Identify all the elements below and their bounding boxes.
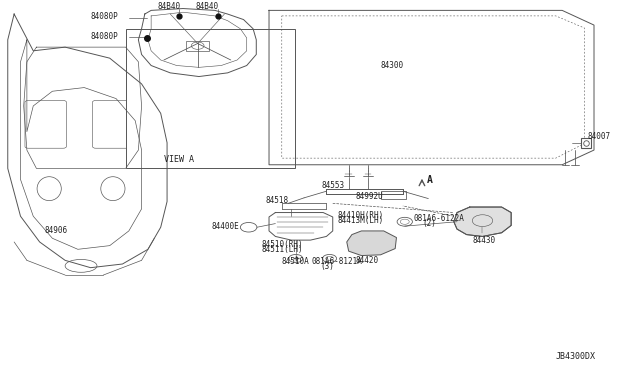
Text: 84080P: 84080P [91, 12, 118, 21]
Text: 84510(RH): 84510(RH) [261, 240, 303, 248]
Text: 84906: 84906 [45, 227, 68, 235]
Bar [186, 41, 209, 51]
Polygon shape [454, 207, 511, 237]
Text: 84420: 84420 [355, 256, 378, 265]
Text: 84400E: 84400E [212, 222, 239, 231]
Text: (2): (2) [422, 219, 436, 228]
Polygon shape [347, 231, 396, 256]
Text: VIEW A: VIEW A [164, 155, 193, 164]
Text: 84300: 84300 [381, 61, 404, 70]
Text: 84B40: 84B40 [196, 2, 219, 11]
Text: 84992U: 84992U [355, 192, 383, 201]
Text: 84510A: 84510A [282, 257, 310, 266]
Text: 081A6-8121A: 081A6-8121A [311, 257, 362, 266]
Text: A: A [426, 175, 432, 185]
Bar [125, 29, 294, 169]
Text: 84B40: 84B40 [157, 2, 180, 11]
Text: (3): (3) [321, 263, 335, 272]
Text: JB4300DX: JB4300DX [556, 352, 596, 361]
Text: 84518: 84518 [266, 196, 289, 205]
Text: 84007: 84007 [588, 132, 611, 141]
Text: 84430: 84430 [473, 235, 496, 245]
Text: 84080P: 84080P [91, 32, 118, 41]
Text: 081A6-6122A: 081A6-6122A [413, 214, 464, 222]
Bar [381, 191, 406, 199]
Text: 84553: 84553 [322, 181, 345, 190]
Text: 84511(LH): 84511(LH) [261, 245, 303, 254]
Text: 84413M(LH): 84413M(LH) [337, 216, 383, 225]
Text: 84410H(RH): 84410H(RH) [337, 211, 383, 219]
